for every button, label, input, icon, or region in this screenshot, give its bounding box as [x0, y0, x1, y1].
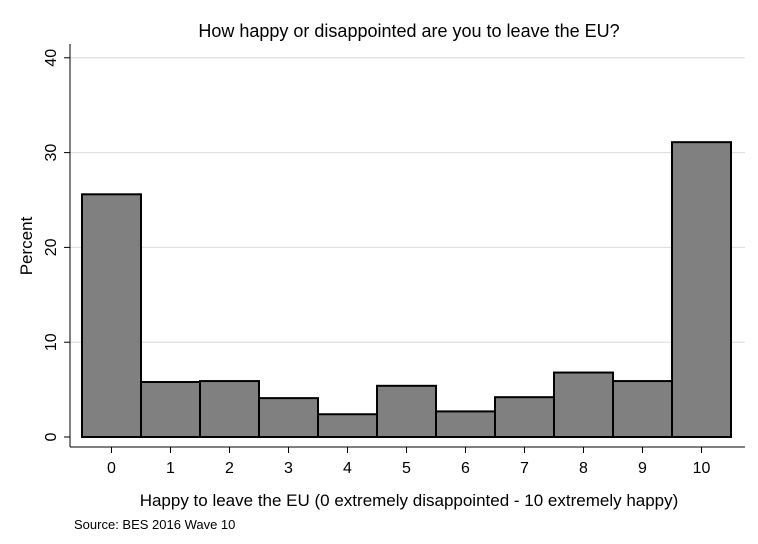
- bar-2: [199, 380, 260, 438]
- x-axis-label: Happy to leave the EU (0 extremely disap…: [140, 491, 679, 510]
- x-ticks: 0 1 2 3 4 5 6 7 8 9 10: [107, 447, 711, 477]
- x-tick-label: 8: [579, 460, 588, 477]
- x-tick-label: 0: [107, 460, 116, 477]
- x-tick-label: 1: [166, 460, 175, 477]
- chart-title: How happy or disappointed are you to lea…: [198, 21, 619, 41]
- y-tick-label: 10: [43, 333, 60, 351]
- x-tick-label: 4: [343, 460, 352, 477]
- y-tick-label: 30: [43, 144, 60, 162]
- x-tick-label: 9: [638, 460, 647, 477]
- y-tick-label: 40: [43, 49, 60, 67]
- bars: [81, 141, 732, 439]
- bar-0: [81, 193, 142, 438]
- bar-7: [494, 396, 555, 438]
- bar-10: [671, 141, 732, 438]
- bar-4: [317, 413, 378, 438]
- y-tick-label: 0: [43, 432, 60, 441]
- bar-8: [553, 371, 614, 439]
- x-tick-label: 7: [520, 460, 529, 477]
- bar-1: [140, 381, 201, 438]
- source-note: Source: BES 2016 Wave 10: [74, 517, 235, 532]
- y-axis-label: Percent: [17, 216, 36, 275]
- bar-9: [612, 380, 673, 438]
- gridlines: [70, 57, 745, 343]
- x-tick-label: 5: [402, 460, 411, 477]
- x-tick-label: 10: [693, 460, 711, 477]
- bar-5: [376, 384, 437, 439]
- bar-3: [258, 397, 319, 438]
- x-tick-label: 6: [461, 460, 470, 477]
- bar-6: [435, 410, 496, 438]
- y-ticks: 0 10 20 30 40: [43, 49, 70, 441]
- x-tick-label: 2: [225, 460, 234, 477]
- x-tick-label: 3: [284, 460, 293, 477]
- y-tick-label: 20: [43, 238, 60, 256]
